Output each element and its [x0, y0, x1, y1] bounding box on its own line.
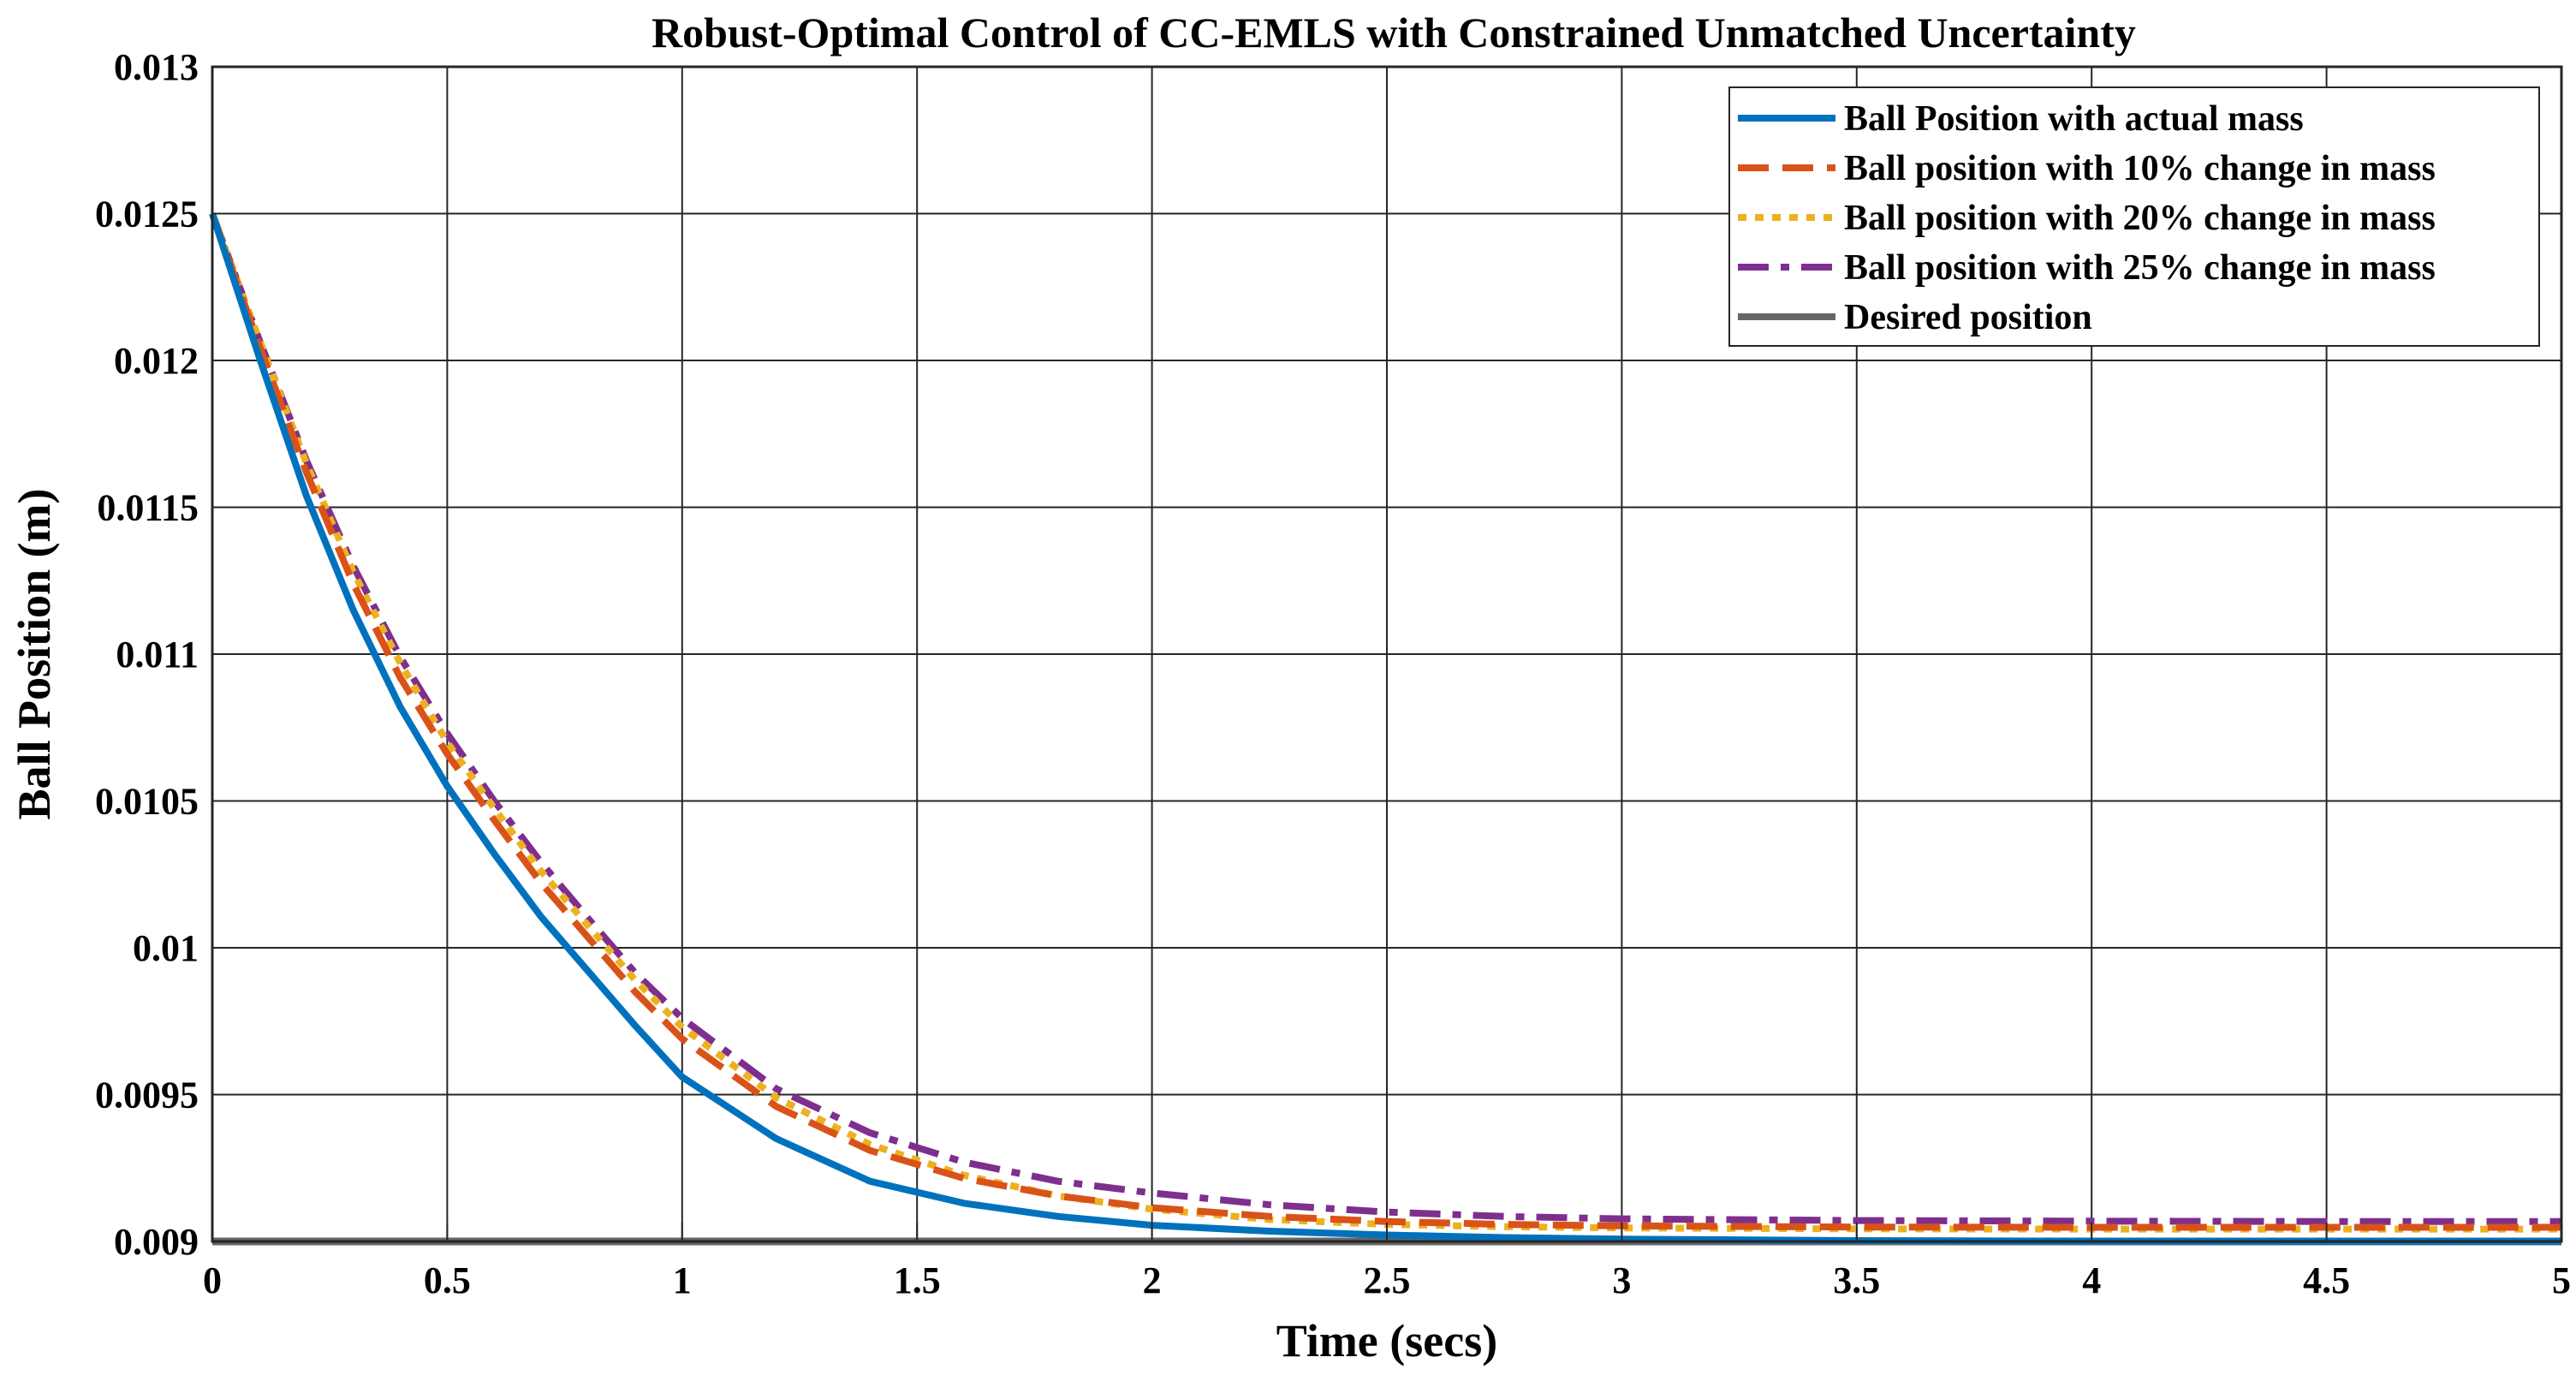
legend: Ball Position with actual mass Ball posit… — [1728, 86, 2540, 347]
x-tick-label-5: 2.5 — [1364, 1259, 1411, 1301]
series-line-0 — [209, 212, 2561, 1245]
x-tick-label-10: 5 — [2552, 1259, 2571, 1301]
chart-title: Robust-Optimal Control of CC-EMLS with C… — [651, 9, 2136, 57]
y-tick-label-0: 0.009 — [114, 1221, 199, 1263]
y-tick-label-8: 0.013 — [114, 46, 199, 88]
legend-label-3: Ball position with 25% change in mass — [1844, 248, 2436, 288]
series-line-1 — [209, 212, 2561, 1231]
legend-box — [1728, 86, 2540, 347]
y-axis-label: Ball Position (m) — [9, 489, 60, 820]
y-tick-label-6: 0.012 — [114, 340, 199, 382]
y-tick-labels: 0.009 0.0095 0.01 0.0105 0.011 0.0115 0.012 0.0… — [95, 46, 231, 1263]
y-tick-label-2: 0.01 — [133, 927, 199, 969]
x-axis-label: Time (secs) — [1276, 1315, 1497, 1366]
y-tick-label-3: 0.0105 — [95, 781, 199, 823]
legend-label-4: Desired position — [1844, 298, 2092, 337]
legend-label-2: Ball position with 20% change in mass — [1844, 199, 2436, 238]
x-tick-label-1: 0.5 — [424, 1259, 471, 1301]
x-tick-label-3: 1.5 — [894, 1259, 941, 1301]
x-tick-label-7: 3.5 — [1833, 1259, 1880, 1301]
y-tick-label-1: 0.0095 — [95, 1074, 199, 1116]
legend-label-0: Ball Position with actual mass — [1844, 99, 2304, 139]
x-tick-label-9: 4.5 — [2303, 1259, 2350, 1301]
y-tick-label-4: 0.011 — [116, 634, 199, 676]
x-tick-label-0: 0 — [203, 1259, 222, 1301]
x-tick-label-8: 4 — [2082, 1259, 2101, 1301]
x-tick-label-6: 3 — [1612, 1259, 1631, 1301]
y-tick-label-7: 0.0125 — [95, 193, 199, 235]
x-tick-labels: 0 0.5 1 1.5 2 2.5 3 3.5 4 4.5 5 — [203, 1223, 2571, 1301]
legend-label-1: Ball position with 10% change in mass — [1844, 149, 2436, 188]
x-tick-label-2: 1 — [673, 1259, 692, 1301]
grid — [212, 67, 2561, 1241]
y-tick-label-5: 0.0115 — [97, 487, 199, 529]
x-tick-label-4: 2 — [1143, 1259, 1162, 1301]
